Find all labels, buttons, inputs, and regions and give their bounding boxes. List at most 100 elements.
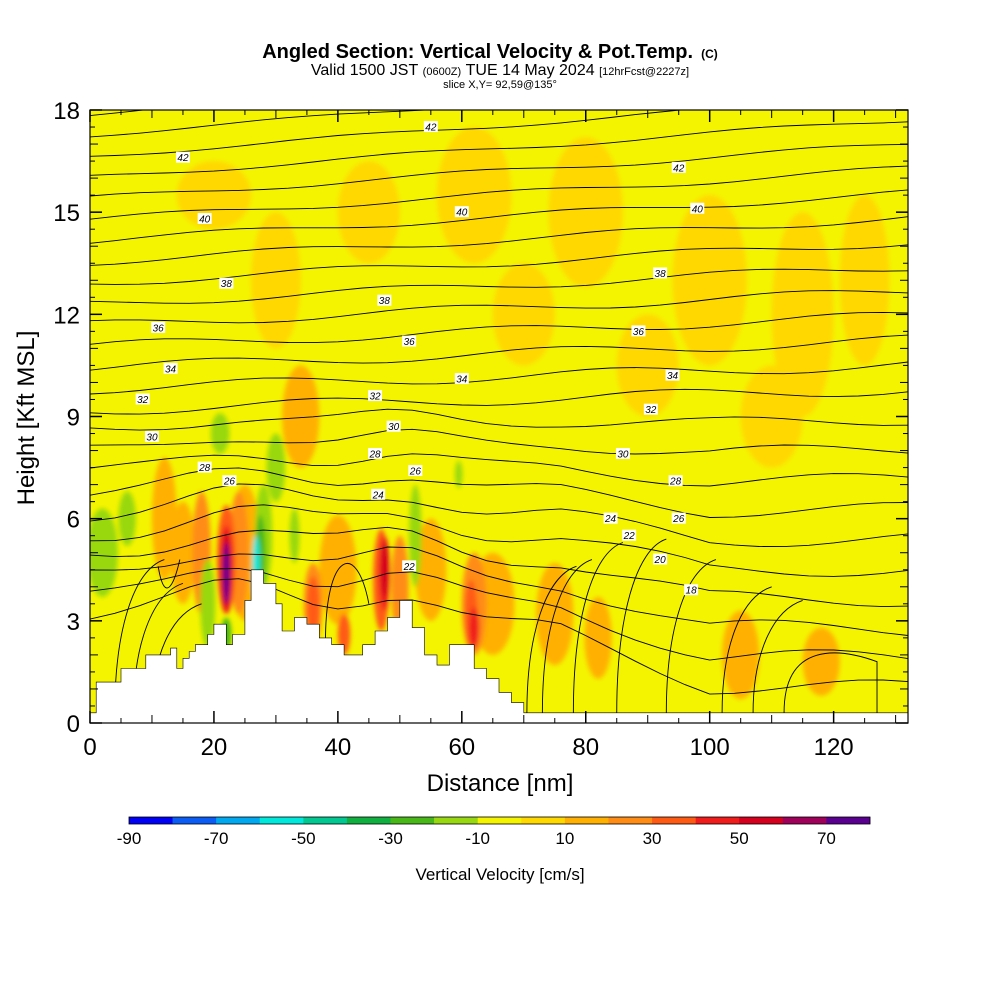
theta-contour xyxy=(90,334,908,371)
contour-label-text: 26 xyxy=(223,477,236,488)
theta-contour xyxy=(90,567,908,661)
theta-contour xyxy=(90,290,908,324)
contour-label-text: 42 xyxy=(425,123,437,134)
contour-label: 28 xyxy=(197,461,212,474)
contour-label-bg xyxy=(653,553,668,565)
contour-label-text: 40 xyxy=(199,214,211,225)
colorbar-swatch xyxy=(216,817,261,824)
theta-contour xyxy=(90,408,908,431)
contour-label-text: 34 xyxy=(667,371,679,382)
theta-contour xyxy=(90,268,908,304)
contour-label-text: 26 xyxy=(672,514,685,525)
velocity-cell-b7 xyxy=(771,212,834,417)
colorbar-swatch xyxy=(259,817,304,824)
subtitle-forecast: [12hrFcst@2227z] xyxy=(599,66,689,78)
terrain xyxy=(90,569,908,723)
contour-label-bg xyxy=(371,488,386,500)
contour-label: 38 xyxy=(653,267,668,280)
velocity-cell-h1 xyxy=(90,508,118,597)
contour-label-text: 30 xyxy=(146,432,158,443)
slice-label: slice X,Y= 92,59@135° xyxy=(443,79,557,91)
colorbar-swatch xyxy=(390,817,435,824)
contour-label-text: 32 xyxy=(645,405,657,416)
velocity-cell-h8 xyxy=(200,559,216,649)
x-axis: 0 20 40 60 80 100 120 xyxy=(83,110,897,761)
velocity-cell-b8 xyxy=(839,195,890,366)
colorbar-swatch xyxy=(172,817,217,824)
chart-title: Angled Section: Vertical Velocity & Pot.… xyxy=(262,41,693,63)
contour-label: 22 xyxy=(402,560,417,573)
contour-label-bg xyxy=(368,390,383,402)
contour-label: 36 xyxy=(151,321,166,334)
velocity-cell-h7 xyxy=(455,460,463,489)
contour-label-bg xyxy=(668,475,683,487)
contour-label-text: 42 xyxy=(673,163,685,174)
contour-label-text: 28 xyxy=(198,463,211,474)
contour-label-bg xyxy=(368,447,383,459)
contour-label-bg xyxy=(377,294,392,306)
contour-label: 34 xyxy=(163,362,178,375)
velocity-cell-h9 xyxy=(289,508,300,563)
colorbar-swatch xyxy=(434,817,479,824)
contour-label-bg xyxy=(402,560,417,572)
velocity-cell-b1 xyxy=(176,161,252,230)
contour-label-bg xyxy=(454,206,469,218)
contour-label-bg xyxy=(151,321,166,333)
colorbar-tick-label: -50 xyxy=(291,829,316,848)
contour-label: 42 xyxy=(175,151,190,164)
colorbar-swatch xyxy=(564,817,609,824)
theta-contour xyxy=(90,453,908,487)
velocity-cell-b18 xyxy=(584,596,612,679)
contour-label-bg xyxy=(386,420,401,432)
theta-contour xyxy=(90,467,908,518)
velocity-cell-h2 xyxy=(118,491,136,546)
velocity-cell-b6 xyxy=(672,195,747,366)
contour-label-bg xyxy=(144,430,159,442)
contour-label-bg xyxy=(671,161,686,173)
contour-label-bg xyxy=(671,512,686,524)
x-tick-label: 80 xyxy=(572,734,599,761)
contour-label-text: 24 xyxy=(604,514,617,525)
contour-label-bg xyxy=(690,202,705,214)
contour-label-bg xyxy=(631,325,646,337)
x-tick-label: 120 xyxy=(814,734,854,761)
colorbar-swatch xyxy=(303,817,348,824)
contour-label-bg xyxy=(622,529,637,541)
contour-label: 28 xyxy=(368,447,383,460)
velocity-cell-b22 xyxy=(151,457,177,580)
velocity-cell-b15 xyxy=(415,518,447,621)
theta-contour-low xyxy=(665,559,717,713)
contour-label-bg xyxy=(175,151,190,163)
velocity-fill-layer xyxy=(90,127,890,700)
theta-contour-low xyxy=(752,599,803,713)
contour-label: 28 xyxy=(668,475,683,488)
theta-contour-closed xyxy=(157,559,181,589)
contour-label-bg xyxy=(643,403,658,415)
contour-label-text: 32 xyxy=(369,392,381,403)
theta-contour xyxy=(90,216,908,266)
velocity-cell-h3 xyxy=(210,413,230,454)
contour-label-text: 28 xyxy=(669,477,682,488)
theta-contour xyxy=(90,504,908,577)
colorbar-tick-label: 70 xyxy=(817,829,836,848)
velocity-cell-b17 xyxy=(536,562,574,666)
subtitle-date: TUE 14 May 2024 xyxy=(466,62,595,79)
y-tick-label: 15 xyxy=(53,200,80,227)
contour-label: 36 xyxy=(402,335,417,348)
contour-label: 40 xyxy=(690,202,705,215)
colorbar-tick-label: 50 xyxy=(730,829,749,848)
colorbar-swatch xyxy=(521,817,566,824)
colorbar-label: Vertical Velocity [cm/s] xyxy=(415,865,584,884)
subtitle-utc: (0600Z) xyxy=(423,66,462,78)
contour-label: 20 xyxy=(653,553,668,566)
contour-label: 24 xyxy=(371,488,386,501)
contour-label: 30 xyxy=(615,447,630,460)
colorbar-swatch xyxy=(739,817,784,824)
contour-label-text: 42 xyxy=(177,153,189,164)
contour-label: 30 xyxy=(144,430,159,443)
theta-contour-low xyxy=(541,559,593,713)
contour-label-text: 24 xyxy=(372,490,385,501)
contour-label-bg xyxy=(665,369,680,381)
theta-contour-layer xyxy=(90,110,908,713)
contour-label-text: 26 xyxy=(409,466,422,477)
